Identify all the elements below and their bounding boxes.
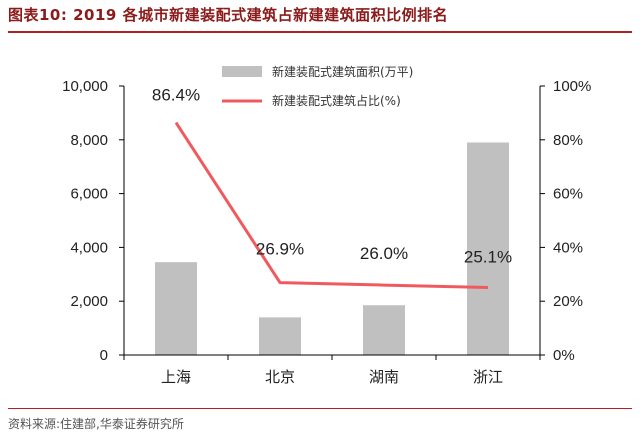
data-label-1: 86.4% [152, 86, 200, 105]
data-label-3: 26.0% [360, 244, 408, 263]
right-tick-label-3: 60% [553, 186, 583, 203]
category-label-1: 上海 [161, 368, 191, 386]
left-tick-label-0: 0 [100, 347, 108, 364]
left-tick-label-3: 6,000 [70, 186, 108, 203]
bar-1 [155, 262, 197, 355]
source-note: 资料来源:住建部,华泰证券研究所 [8, 417, 184, 431]
legend-bar-label: 新建装配式建筑面积(万平) [272, 64, 413, 79]
legend-bar-swatch [222, 66, 262, 77]
chart-title: 图表10: 2019 各城市新建装配式建筑占新建建筑面积比例排名 [8, 6, 449, 24]
right-tick-label-4: 80% [553, 132, 583, 149]
right-tick-label-1: 20% [553, 293, 583, 310]
share-line [174, 121, 489, 289]
data-label-2: 26.9% [256, 240, 304, 259]
category-label-4: 浙江 [473, 368, 503, 386]
left-tick-label-4: 8,000 [70, 132, 108, 149]
bar-2 [259, 317, 301, 355]
category-label-3: 湖南 [369, 368, 399, 386]
bar-4 [467, 142, 509, 355]
left-tick-label-1: 2,000 [70, 293, 108, 310]
bar-3 [363, 305, 405, 355]
category-label-2: 北京 [265, 368, 295, 386]
source-divider [8, 408, 632, 409]
legend-line-label: 新建装配式建筑占比(%) [272, 93, 401, 108]
left-tick-label-2: 4,000 [70, 239, 108, 256]
title-divider [8, 31, 632, 33]
left-tick-label-5: 10,000 [62, 78, 108, 95]
right-tick-label-5: 100% [553, 78, 591, 95]
right-tick-label-2: 40% [553, 239, 583, 256]
data-label-4: 25.1% [464, 247, 512, 266]
right-tick-label-0: 0% [553, 347, 575, 364]
